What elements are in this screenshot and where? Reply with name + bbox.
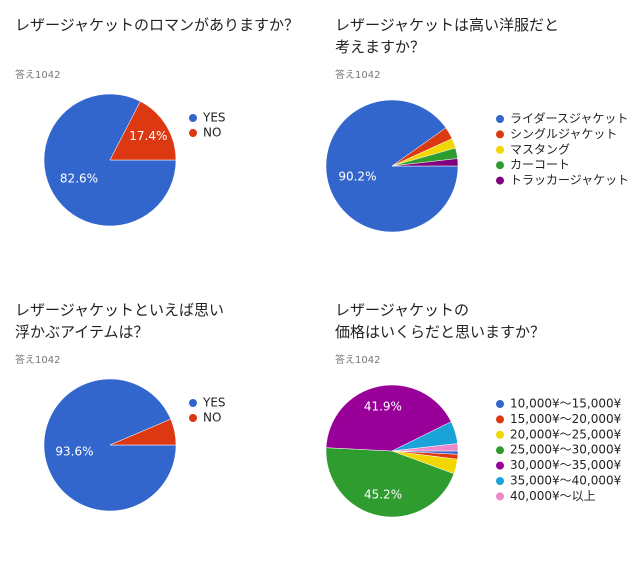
legend-label: ライダースジャケット (510, 111, 628, 126)
legend-label: YES (202, 111, 226, 125)
legend-label: シングルジャケット (510, 127, 617, 141)
value-label: 17.4% (129, 129, 167, 143)
legend-label: 40,000¥～以上 (510, 489, 596, 503)
chart-panel: レザージャケットといえば思い 浮かぶアイテムは？ 答え1042 93.6% YES NO (0, 285, 320, 567)
legend-label: 35,000¥～40,000¥ (510, 474, 622, 488)
chart-title: レザージャケットの 価格はいくらだと思いますか？ (335, 301, 546, 341)
legend-label: 30,000¥～35,000¥ (510, 458, 622, 472)
chart-panel: レザージャケットの 価格はいくらだと思いますか？ 答え1042 45.2% 41.9%… (320, 285, 640, 567)
value-label: 90.2% (338, 170, 376, 184)
value-label: 45.2% (364, 487, 402, 501)
legend-swatch (496, 145, 504, 154)
legend-swatch (496, 492, 504, 501)
chart-subtitle: 答え1042 (15, 355, 61, 366)
chart-subtitle: 答え1042 (335, 355, 381, 366)
legend-swatch (496, 400, 504, 408)
chart: 45.2% 41.9% 10,000¥～15,000¥15,000¥～20,000¥… (325, 384, 622, 518)
pie-slice (391, 443, 459, 452)
legend-swatch (496, 115, 504, 123)
legend-swatch (496, 130, 504, 139)
chart-panel: レザージャケットは高い洋服だと 考えますか？ 答え1042 90.2% ライダースジャ… (320, 0, 640, 282)
legend-swatch (189, 414, 197, 422)
legend-label: 20,000¥～25,000¥ (510, 427, 622, 441)
legend-swatch (189, 114, 197, 122)
legend-swatch (496, 430, 504, 439)
legend-label: 25,000¥～30,000¥ (510, 443, 622, 457)
pie-slice (325, 384, 452, 452)
legend-swatch (496, 461, 504, 470)
value-label: 82.6% (60, 171, 98, 185)
chart-title: レザージャケットといえば思い 浮かぶアイテムは？ (15, 301, 224, 341)
chart: 90.2% ライダースジャケットシングルジャケットマスタングカーコートトラッカージ… (325, 99, 629, 233)
chart-subtitle: 答え1042 (15, 70, 61, 81)
legend-label: カーコート (510, 158, 570, 172)
legend-label: NO (203, 126, 221, 140)
legend-label: トラッカージャケット (510, 173, 629, 187)
legend-label: NO (203, 411, 221, 425)
value-label: 93.6% (55, 445, 93, 459)
pie-slice (391, 158, 459, 167)
legend-swatch (189, 399, 197, 407)
legend-label: 10,000¥～15,000¥ (510, 397, 622, 411)
legend-label: 15,000¥～20,000¥ (510, 412, 622, 426)
chart-title: レザージャケットは高い洋服だと 考えますか？ (335, 16, 559, 56)
pie-slice (325, 447, 455, 518)
legend-swatch (496, 477, 504, 485)
legend-label: マスタング (510, 142, 570, 156)
chart-panel: レザージャケットのロマンがありますか？ 答え1042 82.6% 17.4% YES NO (0, 0, 320, 282)
chart-subtitle: 答え1042 (335, 70, 381, 81)
legend-label: YES (202, 396, 226, 410)
legend-swatch (189, 129, 197, 137)
legend-swatch (496, 446, 504, 455)
legend-swatch (496, 415, 504, 424)
pie-slice (109, 418, 177, 446)
value-label: 41.9% (364, 400, 402, 414)
legend-swatch (496, 176, 504, 185)
chart-title: レザージャケットのロマンがありますか？ (15, 16, 299, 34)
pie-slice (109, 101, 177, 161)
legend-swatch (496, 161, 504, 170)
